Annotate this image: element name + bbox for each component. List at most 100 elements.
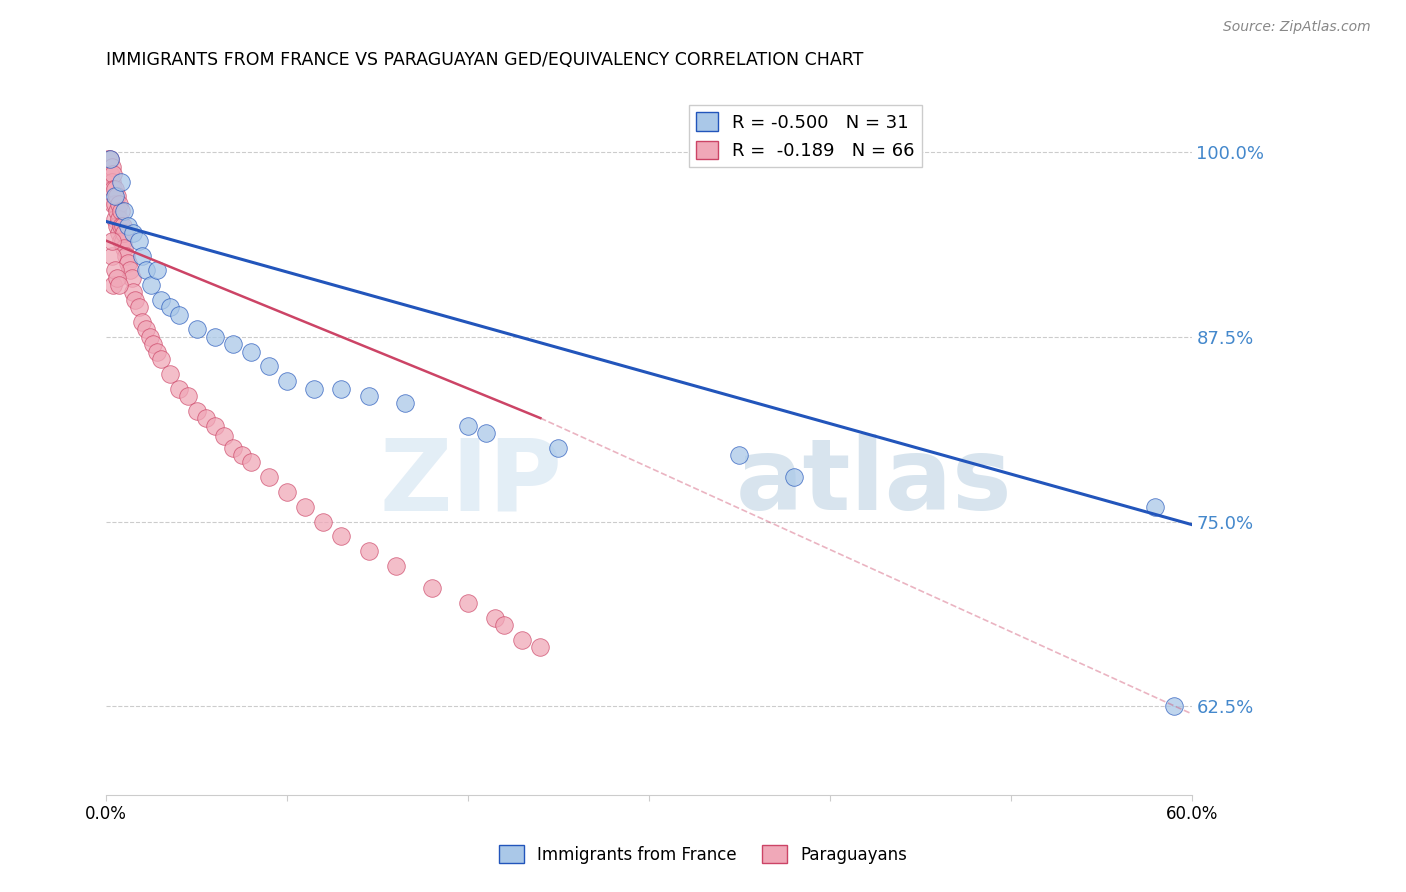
Point: [186, 322, 208, 336]
Point: [128, 300, 150, 314]
Point: [131, 248, 153, 262]
Point: [108, 278, 131, 293]
Point: [728, 448, 751, 462]
Point: [1163, 699, 1185, 714]
Point: [104, 189, 127, 203]
Point: [110, 219, 132, 233]
Point: [110, 204, 132, 219]
Point: [108, 227, 131, 241]
Text: Source: ZipAtlas.com: Source: ZipAtlas.com: [1223, 20, 1371, 34]
Point: [176, 389, 198, 403]
Legend: R = -0.500   N = 31, R =  -0.189   N = 66: R = -0.500 N = 31, R = -0.189 N = 66: [689, 105, 922, 168]
Point: [494, 618, 516, 632]
Point: [782, 470, 804, 484]
Point: [1144, 500, 1167, 514]
Point: [141, 278, 163, 293]
Point: [239, 344, 262, 359]
Point: [112, 241, 135, 255]
Point: [100, 160, 122, 174]
Point: [357, 544, 380, 558]
Point: [146, 263, 169, 277]
Point: [222, 441, 245, 455]
Text: atlas: atlas: [735, 434, 1012, 532]
Point: [529, 640, 551, 655]
Point: [239, 455, 262, 469]
Point: [304, 382, 326, 396]
Point: [186, 403, 208, 417]
Point: [112, 204, 135, 219]
Point: [257, 470, 280, 484]
Point: [276, 485, 298, 500]
Point: [128, 234, 150, 248]
Point: [510, 632, 533, 647]
Point: [167, 308, 190, 322]
Point: [222, 337, 245, 351]
Point: [457, 418, 479, 433]
Point: [100, 175, 122, 189]
Point: [111, 234, 134, 248]
Point: [111, 219, 134, 233]
Point: [330, 529, 353, 543]
Point: [108, 196, 131, 211]
Point: [312, 515, 335, 529]
Point: [194, 411, 217, 425]
Point: [138, 330, 160, 344]
Point: [330, 382, 353, 396]
Point: [142, 337, 165, 351]
Point: [122, 227, 145, 241]
Point: [112, 227, 135, 241]
Point: [159, 300, 181, 314]
Point: [135, 322, 157, 336]
Point: [124, 293, 146, 307]
Point: [167, 382, 190, 396]
Point: [357, 389, 380, 403]
Point: [117, 256, 139, 270]
Point: [105, 270, 128, 285]
Point: [135, 263, 157, 277]
Legend: Immigrants from France, Paraguayans: Immigrants from France, Paraguayans: [492, 838, 914, 871]
Point: [122, 285, 145, 300]
Point: [131, 315, 153, 329]
Point: [110, 175, 132, 189]
Point: [231, 448, 253, 462]
Point: [204, 418, 226, 433]
Point: [104, 211, 127, 226]
Point: [294, 500, 316, 514]
Point: [97, 153, 120, 167]
Point: [484, 610, 506, 624]
Point: [98, 167, 121, 181]
Point: [100, 248, 122, 262]
Point: [276, 374, 298, 388]
Point: [212, 429, 235, 443]
Point: [420, 581, 443, 595]
Point: [103, 196, 125, 211]
Text: IMMIGRANTS FROM FRANCE VS PARAGUAYAN GED/EQUIVALENCY CORRELATION CHART: IMMIGRANTS FROM FRANCE VS PARAGUAYAN GED…: [107, 51, 863, 69]
Point: [105, 189, 128, 203]
Point: [159, 367, 181, 381]
Point: [121, 270, 143, 285]
Point: [104, 182, 127, 196]
Point: [257, 359, 280, 374]
Point: [146, 344, 169, 359]
Point: [118, 263, 141, 277]
Point: [98, 153, 121, 167]
Point: [104, 196, 127, 211]
Point: [394, 396, 416, 410]
Point: [103, 278, 125, 293]
Point: [149, 293, 172, 307]
Point: [104, 263, 127, 277]
Point: [204, 330, 226, 344]
Point: [110, 234, 132, 248]
Point: [103, 167, 125, 181]
Point: [98, 153, 121, 167]
Point: [149, 351, 172, 366]
Point: [457, 596, 479, 610]
Point: [105, 219, 128, 233]
Point: [103, 182, 125, 196]
Point: [115, 248, 138, 262]
Point: [475, 425, 498, 440]
Point: [547, 441, 569, 455]
Point: [100, 234, 122, 248]
Text: ZIP: ZIP: [380, 434, 562, 532]
Point: [105, 204, 128, 219]
